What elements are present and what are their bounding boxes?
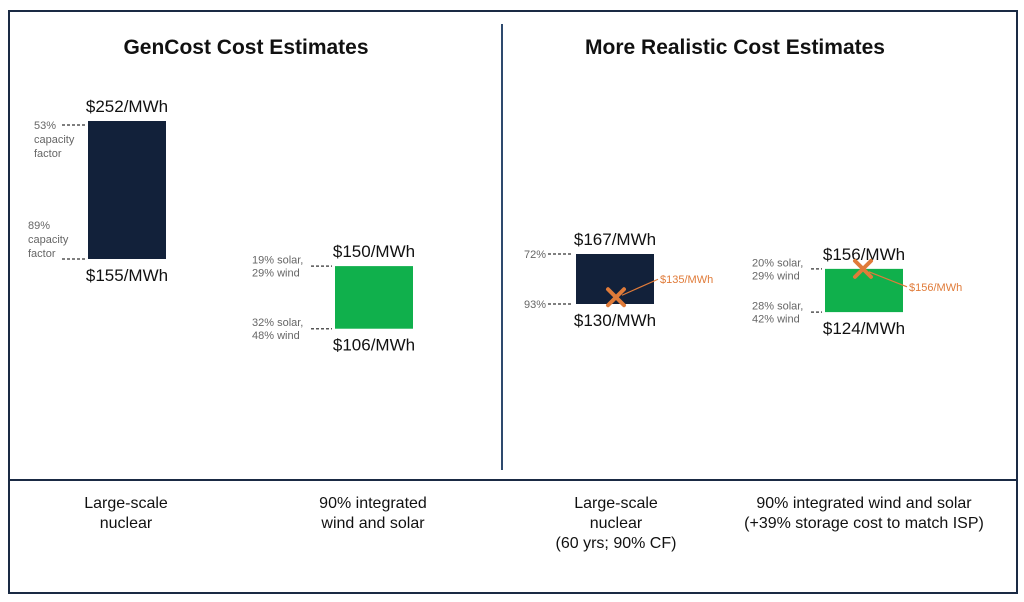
high-note-line-3-0: 20% solar, [752,257,803,269]
low-note-line-1-0: 32% solar, [252,317,303,329]
low-note-line-3-0: 28% solar, [752,301,803,313]
category-label-3: 90% integrated wind and solar (+39% stora… [719,494,1009,534]
low-note-line-3-1: 42% wind [752,314,800,326]
marker-callout-line-2 [621,278,659,296]
high-note-line-0-2: factor [34,148,62,160]
panel-title-gencost: GenCost Cost Estimates [123,36,369,59]
marker-callout-line-3 [868,271,908,288]
high-value-label-2: $167/MWh [574,230,656,249]
high-value-label-1: $150/MWh [333,242,415,261]
marker-label-2: $135/MWh [660,274,713,286]
low-note-line-0-0: 89% [28,220,50,232]
low-note-line-0-2: factor [28,248,56,260]
low-value-label-2: $130/MWh [574,311,656,330]
panel-divider [501,24,503,470]
high-value-label-0: $252/MWh [86,97,168,116]
marker-label-3: $156/MWh [909,282,962,294]
chart-frame [8,10,1018,594]
category-label-line-3-1: (+39% storage cost to match ISP) [744,515,984,532]
low-value-label-1: $106/MWh [333,336,415,355]
marker-x-b-3 [853,258,873,279]
low-note-line-1-1: 48% wind [252,330,300,342]
high-note-line-1-0: 19% solar, [252,255,303,267]
low-value-label-3: $124/MWh [823,319,905,338]
category-label-line-2-2: (60 yrs; 90% CF) [555,535,677,552]
category-label-line-0-1: nuclear [99,515,153,532]
low-note-line-2-0: 93% [524,299,546,311]
category-label-line-2-1: nuclear [589,515,643,532]
category-label-2: Large-scale nuclear (60 yrs; 90% CF) [516,494,716,554]
category-label-1: 90% integrated wind and solar [263,494,483,534]
high-value-label-3: $156/MWh [823,245,905,264]
high-note-line-1-1: 29% wind [252,268,300,280]
marker-x-b-2 [606,287,626,308]
range-bar-0 [88,121,166,259]
range-bar-3 [825,268,903,313]
category-label-line-1-1: wind and solar [321,515,425,532]
high-note-line-0-0: 53% [34,120,56,132]
high-note-line-0-1: capacity [34,134,75,146]
category-label-line-1-0: 90% integrated [319,495,427,512]
category-label-line-3-0: 90% integrated wind and solar [756,495,972,512]
low-value-label-0: $155/MWh [86,266,168,285]
category-label-line-2-0: Large-scale [574,495,658,512]
category-label-line-0-0: Large-scale [84,495,168,512]
high-note-line-3-1: 29% wind [752,270,800,282]
low-note-line-0-1: capacity [28,234,69,246]
high-note-line-2-0: 72% [524,249,546,261]
panel-title-realistic: More Realistic Cost Estimates [585,36,885,59]
category-label-0: Large-scale nuclear [16,494,236,534]
range-bar-1 [335,266,413,329]
category-divider [8,479,1018,481]
